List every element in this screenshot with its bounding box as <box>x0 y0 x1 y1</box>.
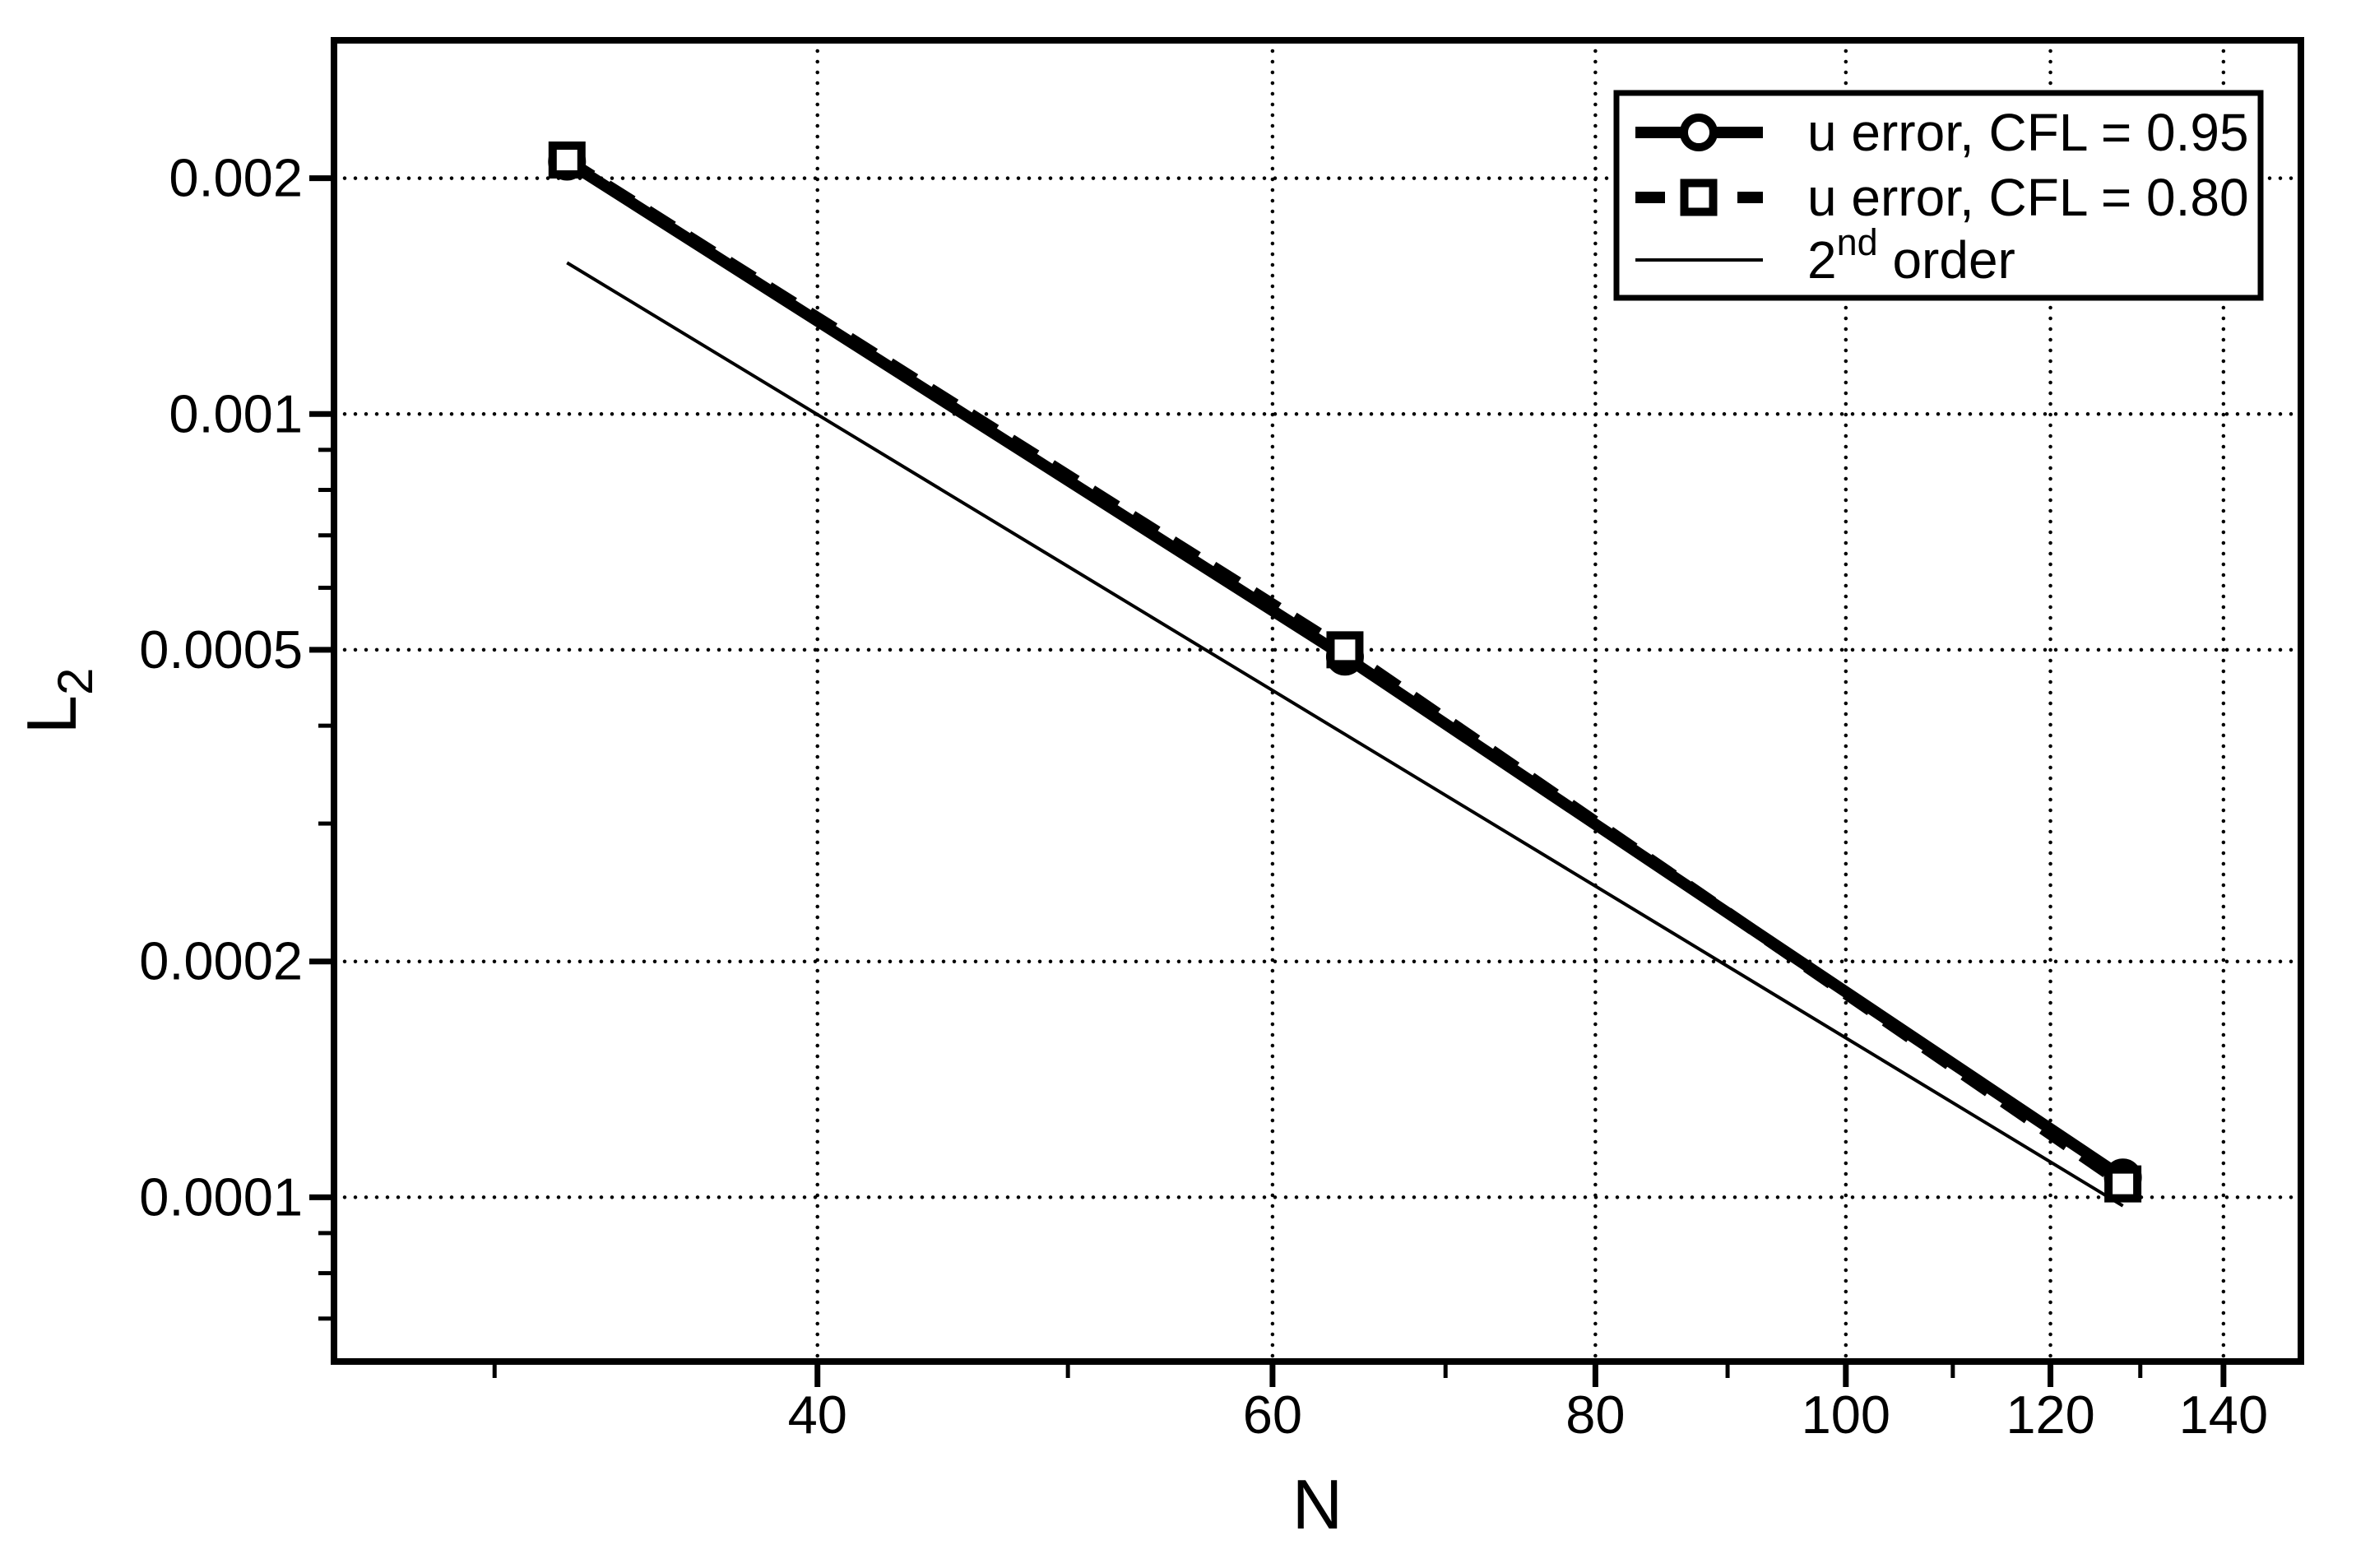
x-tick-label-40: 40 <box>788 1385 847 1445</box>
x-tick-label-60: 60 <box>1243 1385 1302 1445</box>
x-tick-label-100: 100 <box>1802 1385 1890 1445</box>
x-tick-label-140: 140 <box>2179 1385 2268 1445</box>
legend-circle-marker <box>1680 114 1718 151</box>
y-tick-label-0.0001: 0.0001 <box>139 1167 303 1227</box>
y-tick-label-0.001: 0.001 <box>169 383 303 443</box>
x-axis-label: N <box>1292 1466 1343 1544</box>
legend-label-cfl-095: u error, CFL = 0.95 <box>1807 103 2249 162</box>
second-order-line <box>566 261 2124 1208</box>
y-tick-label-0.002: 0.002 <box>169 148 303 208</box>
square-marker-n32 <box>548 141 586 179</box>
y-tick-label-0.0002: 0.0002 <box>139 931 303 991</box>
legend-square-marker <box>1680 179 1718 216</box>
legend-label-second-order: 2nd order <box>1807 221 2015 290</box>
y-axis-label: L2 <box>13 668 103 735</box>
x-tick-label-80: 80 <box>1565 1385 1625 1445</box>
x-tick-label-120: 120 <box>2006 1385 2094 1445</box>
square-marker-n128 <box>2104 1165 2142 1203</box>
plot-frame <box>331 37 2304 1365</box>
square-marker-n64 <box>1326 631 1364 669</box>
y-tick-label-0.0005: 0.0005 <box>139 619 303 680</box>
legend-label-cfl-080: u error, CFL = 0.80 <box>1807 168 2249 227</box>
